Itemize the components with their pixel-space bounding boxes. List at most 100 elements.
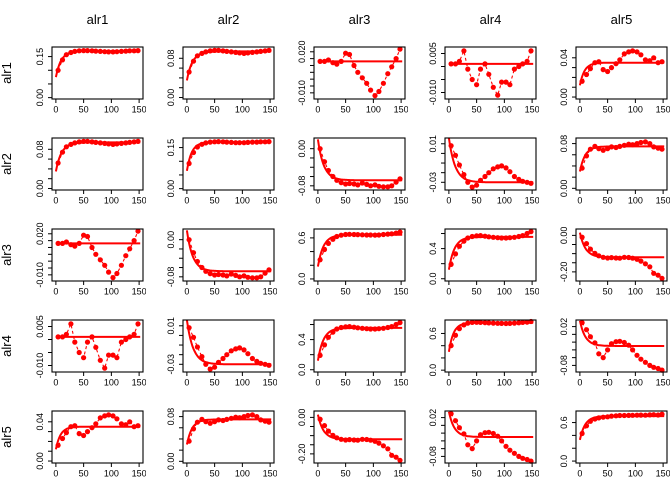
svg-text:150: 150 [656,378,670,388]
panel-alr4-alr1: 0 50 100 150 -0.010 0.005 [15,300,147,391]
svg-text:150: 150 [132,378,146,388]
svg-text:100: 100 [104,105,119,115]
svg-text:0.01: 0.01 [166,317,176,335]
panel-alr4-alr4: 0 50 100 150 0.0 0.6 [408,300,540,391]
svg-text:50: 50 [472,378,482,388]
svg-text:alr4: alr4 [0,335,14,357]
panel-alr5-alr2: 0 50 100 150 0.00 0.08 [146,391,278,482]
svg-text:150: 150 [394,378,408,388]
svg-text:0.4: 0.4 [428,242,438,255]
svg-text:50: 50 [603,287,613,297]
panel-alr4-alr3: 0 50 100 150 0.0 0.4 [277,300,409,391]
panel-alr4-alr2: 0 50 100 150 -0.03 0.01 [146,300,278,391]
svg-text:50: 50 [341,105,351,115]
panel-row-alr3: alr3 0 50 100 150 -0.010 0.020 0 50 100 150 -0.08 0.… [0,209,672,300]
svg-text:-0.20: -0.20 [559,262,569,283]
svg-text:0: 0 [315,105,320,115]
svg-text:50: 50 [603,469,613,479]
svg-text:0: 0 [315,287,320,297]
panel-alr5-alr4: 0 50 100 150 -0.08 0.02 [408,391,540,482]
svg-text:150: 150 [263,105,277,115]
svg-text:50: 50 [210,196,220,206]
svg-text:0: 0 [446,287,451,297]
svg-text:-0.03: -0.03 [166,354,176,375]
svg-text:alr5: alr5 [0,426,14,448]
svg-text:0.00: 0.00 [559,227,569,245]
svg-text:150: 150 [263,287,277,297]
panel-alr1-alr2: 0 50 100 150 0.00 0.08 [146,27,278,118]
column-title-alr3: alr3 [348,12,371,27]
svg-text:100: 100 [497,105,512,115]
svg-text:100: 100 [366,287,381,297]
svg-text:0.00: 0.00 [35,452,45,470]
svg-text:100: 100 [235,196,250,206]
svg-text:-0.08: -0.08 [166,267,176,288]
svg-text:100: 100 [366,105,381,115]
svg-text:0.08: 0.08 [559,135,569,153]
svg-text:50: 50 [210,378,220,388]
panel-row-alr4: alr4 0 50 100 150 -0.010 0.005 0 50 100 150 -0.03 0.… [0,300,672,391]
column-title-alr2: alr2 [217,12,240,27]
svg-text:150: 150 [525,105,539,115]
svg-text:50: 50 [79,105,89,115]
svg-text:-0.010: -0.010 [35,262,45,288]
column-title-alr5: alr5 [610,12,633,27]
svg-text:0.0: 0.0 [297,273,307,286]
column-headers: alr1 alr2 alr3 alr4 alr5 [15,0,672,27]
svg-text:0.04: 0.04 [35,413,45,431]
row-title-alr5: alr5 [0,391,15,482]
svg-text:150: 150 [132,105,146,115]
svg-text:50: 50 [603,105,613,115]
panel-alr1-alr1: 0 50 100 150 0.00 0.15 [15,27,147,118]
svg-text:50: 50 [79,287,89,297]
panel-alr1-alr3: 0 50 100 150 -0.010 0.020 [277,27,409,118]
svg-text:-0.20: -0.20 [297,444,307,465]
svg-text:0: 0 [577,469,582,479]
svg-text:0: 0 [184,378,189,388]
svg-text:50: 50 [472,105,482,115]
svg-text:150: 150 [394,469,408,479]
svg-text:50: 50 [472,196,482,206]
svg-text:100: 100 [497,469,512,479]
svg-text:0: 0 [184,469,189,479]
svg-text:0.00: 0.00 [297,140,307,158]
svg-text:0: 0 [53,287,58,297]
panel-alr5-alr1: 0 50 100 150 0.00 0.04 [15,391,147,482]
svg-text:150: 150 [132,469,146,479]
svg-text:0.6: 0.6 [559,416,569,429]
svg-text:0.0: 0.0 [559,455,569,468]
svg-text:50: 50 [341,287,351,297]
svg-text:0.00: 0.00 [559,180,569,198]
svg-text:0: 0 [577,105,582,115]
column-title-alr4: alr4 [479,12,502,27]
svg-text:0.08: 0.08 [166,408,176,426]
svg-text:0.00: 0.00 [35,180,45,198]
svg-text:100: 100 [628,196,643,206]
svg-text:0.00: 0.00 [559,88,569,106]
svg-text:alr1: alr1 [0,62,14,84]
svg-text:0.08: 0.08 [166,50,176,68]
svg-text:50: 50 [210,105,220,115]
svg-text:0.00: 0.00 [166,231,176,249]
svg-text:0: 0 [53,105,58,115]
svg-text:0.4: 0.4 [297,333,307,346]
panel-alr1-alr5: 0 50 100 150 0.00 0.04 [539,27,671,118]
panel-row-alr5: alr5 0 50 100 150 0.00 0.04 0 50 100 150 0.00 0.08 0 5… [0,391,672,482]
svg-text:150: 150 [263,196,277,206]
svg-text:100: 100 [497,196,512,206]
svg-text:0.15: 0.15 [166,139,176,157]
svg-text:0.02: 0.02 [559,318,569,336]
svg-text:150: 150 [132,287,146,297]
svg-text:150: 150 [656,469,670,479]
svg-text:50: 50 [341,378,351,388]
panel-alr2-alr4: 0 50 100 150 -0.03 0.01 [408,118,540,209]
svg-text:150: 150 [394,105,408,115]
panel-alr2-alr5: 0 50 100 150 0.00 0.08 [539,118,671,209]
panel-grid: alr1 0 50 100 150 0.00 0.15 0 50 100 150 0.00 0.08 0 5… [0,27,672,482]
svg-text:0: 0 [577,378,582,388]
svg-text:0.6: 0.6 [297,232,307,245]
svg-text:0: 0 [446,196,451,206]
svg-text:0.020: 0.020 [297,41,307,64]
svg-text:-0.010: -0.010 [297,80,307,106]
